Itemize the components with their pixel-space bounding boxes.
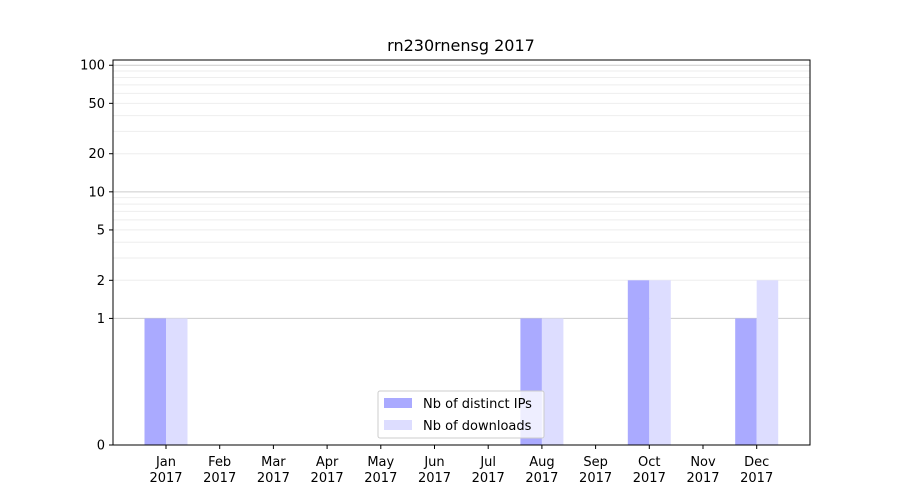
bar-downloads — [541, 318, 564, 445]
y-tick-label: 50 — [88, 97, 105, 112]
x-tick-label: Dec 2017 — [740, 455, 773, 486]
legend: Nb of distinct IPs Nb of downloads — [377, 390, 545, 439]
x-tick-label: Apr 2017 — [311, 455, 344, 486]
y-tick-label: 1 — [97, 312, 105, 327]
legend-swatch-distinct-ips — [384, 398, 412, 408]
legend-swatch-downloads — [384, 420, 412, 430]
x-tick-label: Mar 2017 — [257, 455, 290, 486]
legend-label-distinct-ips: Nb of distinct IPs — [423, 397, 532, 412]
plot-frame — [112, 59, 811, 446]
y-tick-label: 2 — [97, 274, 105, 289]
x-axis: Jan 2017 Feb 2017 Mar 2017 Apr 2017 May 2017 Jun 20… — [149, 445, 773, 486]
x-tick-label: Sep 2017 — [579, 455, 612, 486]
x-tick-label: Jun 2017 — [418, 455, 451, 486]
bar-distinct-ips — [144, 318, 166, 445]
legend-label-downloads: Nb of downloads — [423, 419, 532, 434]
x-tick-label: Oct 2017 — [633, 455, 666, 486]
bar-distinct-ips — [627, 280, 650, 445]
y-tick-label: 100 — [80, 59, 105, 74]
bar-distinct-ips — [735, 318, 757, 445]
y-tick-label: 20 — [88, 147, 105, 162]
x-tick-label: Feb 2017 — [203, 455, 236, 486]
x-tick-label: Jan 2017 — [149, 455, 182, 486]
y-tick-label: 10 — [88, 185, 105, 200]
x-tick-label: Aug 2017 — [525, 455, 558, 486]
bar-downloads — [166, 318, 188, 445]
y-tick-label: 0 — [97, 439, 105, 454]
legend-box — [377, 390, 545, 439]
x-tick-label: Nov 2017 — [686, 455, 719, 486]
y-axis: 0 1 2 5 10 20 50 100 — [80, 59, 113, 454]
bar-downloads — [649, 280, 671, 445]
chart-title: rn230rnensg 2017 — [387, 36, 535, 55]
x-tick-label: Jul 2017 — [472, 455, 505, 486]
y-tick-label: 5 — [97, 223, 105, 238]
bar-downloads — [756, 280, 779, 445]
grid — [113, 64, 810, 319]
x-tick-label: May 2017 — [364, 455, 397, 486]
